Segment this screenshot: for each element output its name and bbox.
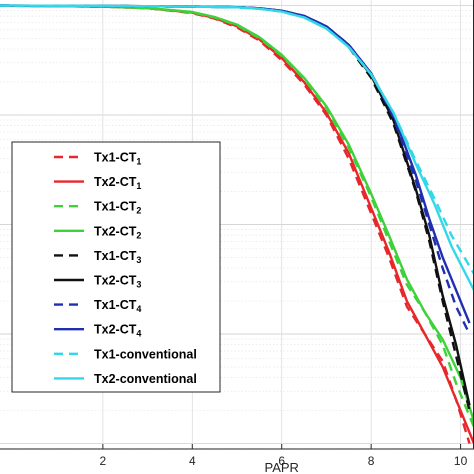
- legend-entry-label: Tx2-CT4: [94, 323, 141, 339]
- legend: Tx1-CT1 Tx2-CT1 Tx1-CT2 Tx2-CT2 Tx1-CT3 Tx2-C…: [11, 141, 221, 393]
- x-axis-label: PAPR: [264, 460, 298, 474]
- x-tick-label: 4: [189, 454, 196, 468]
- legend-entry-label: Tx2-CT2: [94, 224, 141, 240]
- series-line-10: [0, 4, 474, 291]
- legend-subscript: 1: [136, 157, 141, 167]
- legend-entry-label: Tx1-CT3: [94, 249, 141, 265]
- legend-box: [11, 141, 221, 393]
- legend-subscript: 4: [136, 329, 141, 339]
- series-line-4: [0, 4, 474, 422]
- x-tick-label: 6: [278, 454, 285, 468]
- legend-entry-label: Tx1-conventional: [94, 347, 197, 361]
- legend-entry-label: Tx2-conventional: [94, 372, 197, 386]
- series-lines: [0, 4, 474, 444]
- legend-entry-label: Tx2-CT3: [94, 274, 141, 290]
- x-tick-label: 10: [454, 454, 468, 468]
- legend-entry-label: Tx1-CT4: [94, 298, 141, 314]
- legend-subscript: 3: [136, 280, 141, 290]
- legend-entry-label: Tx1-CT2: [94, 200, 141, 216]
- legend-subscript: 2: [136, 206, 141, 216]
- legend-entry-label: Tx2-CT1: [94, 175, 141, 191]
- x-tick-label: 2: [100, 454, 107, 468]
- legend-subscript: 1: [136, 181, 141, 191]
- legend-subscript: 2: [136, 230, 141, 240]
- x-tick-label: 8: [368, 454, 375, 468]
- series-line-9: [0, 4, 474, 275]
- legend-entry-label: Tx1-CT1: [94, 151, 141, 167]
- legend-subscript: 4: [136, 304, 141, 314]
- legend-subscript: 3: [136, 255, 141, 265]
